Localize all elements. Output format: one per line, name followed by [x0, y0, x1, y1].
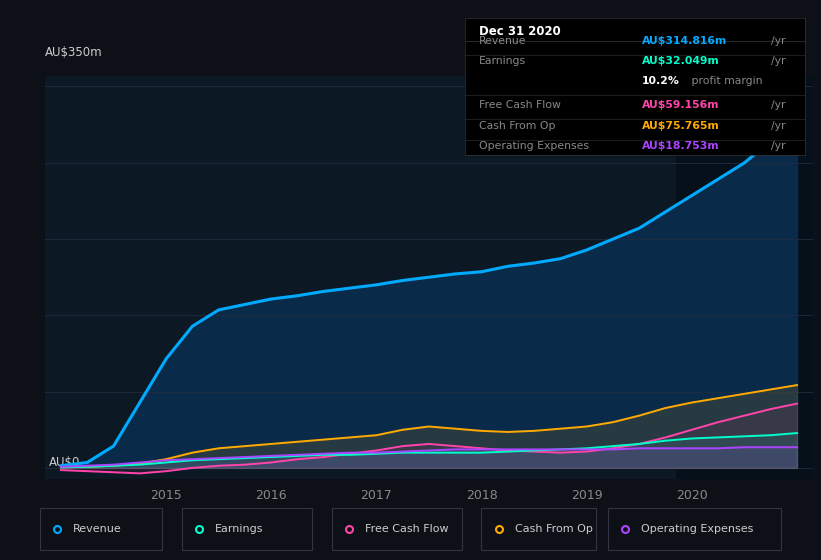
Text: Operating Expenses: Operating Expenses [479, 141, 589, 151]
Text: Dec 31 2020: Dec 31 2020 [479, 25, 561, 38]
Text: AU$75.765m: AU$75.765m [642, 121, 719, 130]
Text: AU$59.156m: AU$59.156m [642, 100, 719, 110]
Text: /yr: /yr [771, 141, 786, 151]
Text: /yr: /yr [771, 57, 786, 67]
Text: Earnings: Earnings [479, 57, 525, 67]
Text: Free Cash Flow: Free Cash Flow [479, 100, 561, 110]
Text: AU$32.049m: AU$32.049m [642, 57, 719, 67]
Text: AU$314.816m: AU$314.816m [642, 36, 727, 46]
Text: Earnings: Earnings [215, 524, 264, 534]
Text: AU$0: AU$0 [49, 456, 80, 469]
Text: AU$18.753m: AU$18.753m [642, 141, 719, 151]
Text: profit margin: profit margin [688, 76, 762, 86]
Text: Revenue: Revenue [73, 524, 122, 534]
Text: Revenue: Revenue [479, 36, 526, 46]
Text: AU$350m: AU$350m [45, 46, 103, 59]
Bar [676, 76, 813, 479]
Text: /yr: /yr [771, 36, 786, 46]
Text: 10.2%: 10.2% [642, 76, 680, 86]
Text: Cash From Op: Cash From Op [479, 121, 555, 130]
Text: /yr: /yr [771, 100, 786, 110]
Text: Cash From Op: Cash From Op [515, 524, 593, 534]
Text: /yr: /yr [771, 121, 786, 130]
Text: Operating Expenses: Operating Expenses [640, 524, 753, 534]
Text: Free Cash Flow: Free Cash Flow [365, 524, 448, 534]
